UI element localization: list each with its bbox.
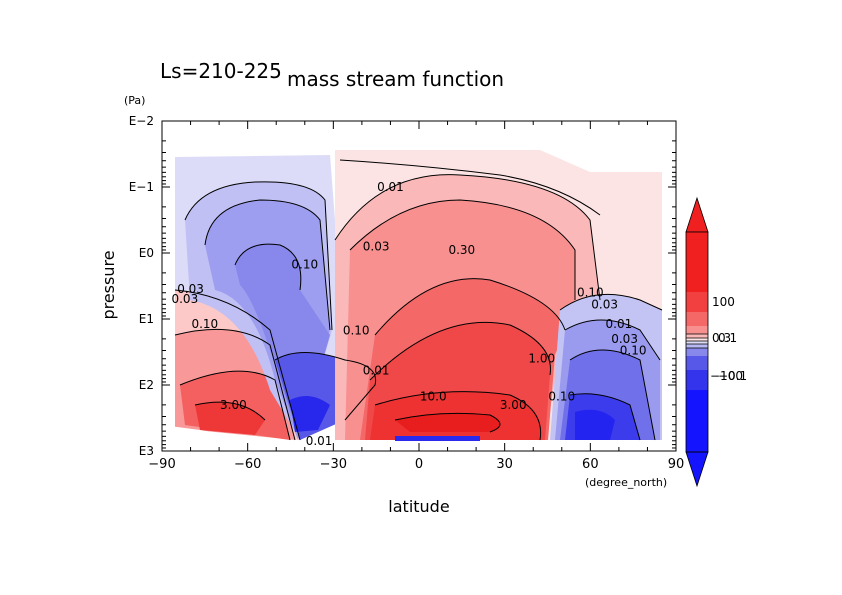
- x-tick-label: 30: [496, 457, 513, 472]
- contour-line-north-6: [394, 412, 501, 433]
- contour-value-label: 0.03: [177, 282, 204, 296]
- y-axis-label: pressure: [99, 250, 118, 319]
- y-axis: E−2 E−1 E0 E1 E2 E3: [129, 114, 676, 458]
- contour-value-label: 0.01: [363, 363, 390, 377]
- y-tick-label: E−1: [129, 180, 154, 194]
- contour-lines: [174, 159, 663, 441]
- x-tick-label: 0: [415, 457, 423, 472]
- contour-line-east-3: [569, 349, 656, 441]
- field-south-pos-max: [195, 402, 265, 435]
- contour-line-north-2: [349, 199, 576, 300]
- contour-line-south-3: [234, 243, 302, 291]
- contour-value-label: 0.03: [171, 292, 198, 306]
- contour-value-label: 0.03: [611, 332, 638, 346]
- contour-line-east-4: [569, 393, 641, 441]
- contour-value-label: 0.30: [448, 243, 475, 257]
- x-unit-label: (degree_north): [585, 476, 667, 489]
- colorbar-tick-label: −0.1: [718, 369, 747, 383]
- contour-line-east-1: [559, 293, 663, 311]
- contour-line-south-4: [174, 289, 301, 441]
- contour-value-label: 0.03: [363, 240, 390, 254]
- contour-value-label: 0.10: [291, 258, 318, 272]
- x-tick-label: −30: [320, 457, 347, 472]
- contour-value-label: 0.10: [620, 343, 647, 357]
- contour-value-label: 0.01: [377, 180, 404, 194]
- colorbar-swatch-pos-3: [686, 312, 708, 326]
- colorbar-swatch-neg-2: [686, 344, 708, 348]
- colorbar-swatch-neg-6: [686, 390, 708, 452]
- colorbar-tick-label: 100: [712, 295, 735, 309]
- x-tick-label: 90: [668, 457, 685, 472]
- colorbar-boundaries: [686, 333, 708, 349]
- x-tick-label: −90: [148, 457, 175, 472]
- contour-line-north-4: [369, 321, 551, 381]
- colorbar-swatch-neg-1: [686, 341, 708, 344]
- x-tick-label: 60: [582, 457, 599, 472]
- contour-line-south-1: [184, 181, 333, 331]
- contour-line-north-5: [374, 391, 542, 441]
- contour-line-south-6: [179, 370, 291, 441]
- y-tick-label: E0: [139, 246, 154, 260]
- colorbar-swatch-pos-2: [686, 292, 708, 312]
- contour-value-label: 0.01: [306, 434, 333, 448]
- colorbar-tick-label: −100: [710, 369, 743, 383]
- colorbar-swatch-pos-1: [686, 232, 708, 292]
- colorbar-swatch-pos-4: [686, 326, 708, 334]
- colorbar: 100 0.30.1 −0.1−100: [685, 196, 747, 488]
- y-tick-label: E−2: [129, 114, 154, 128]
- stream-function-field: [162, 121, 676, 451]
- colorbar-tick-label: 0.1: [718, 331, 737, 345]
- x-axis: −90 −60 −30 0 30 60 90: [148, 121, 684, 472]
- contour-labels: 0.100.030.030.103.000.010.010.03 0.300.10…: [171, 180, 646, 448]
- colorbar-outline: [685, 231, 709, 453]
- y-tick-label: E2: [139, 378, 154, 392]
- contour-value-label: 0.10: [343, 324, 370, 338]
- colorbar-swatch-pos-6: [686, 338, 708, 341]
- contour-line-south-8: [274, 352, 377, 421]
- contour-value-label: 0.10: [577, 286, 604, 300]
- contour-line-south-2: [204, 199, 331, 331]
- contour-line-north-7: [339, 159, 601, 216]
- colorbar-swatch-neg-4: [686, 356, 708, 370]
- contour-line-north-1: [334, 174, 601, 301]
- contour-value-label: 3.00: [220, 398, 247, 412]
- field-south-neg-5: [290, 396, 330, 432]
- y-tick-label: E3: [139, 444, 154, 458]
- chart-subtitle: Ls=210-225: [160, 59, 282, 83]
- contour-line-east-2: [564, 319, 661, 361]
- colorbar-swatch-neg-5: [686, 370, 708, 390]
- contour-value-label: 0.03: [591, 297, 618, 311]
- field-bottom-mask: [162, 425, 290, 451]
- colorbar-labels: 100 0.30.1 −0.1−100: [710, 295, 747, 383]
- contour-line-south-7: [194, 401, 266, 421]
- contour-value-label: 1.00: [528, 352, 555, 366]
- contour-value-label: 0.10: [548, 390, 575, 404]
- field-north-pos-6: [395, 413, 500, 432]
- colorbar-bottom-triangle: [685, 451, 709, 488]
- x-tick-label: −60: [234, 457, 261, 472]
- field-surface-thin: [395, 436, 480, 441]
- y-unit-label: (Pa): [124, 94, 145, 107]
- colorbar-tick-label: 0.3: [712, 331, 731, 345]
- y-tick-label: E1: [139, 312, 154, 326]
- colorbar-swatches: [686, 232, 708, 452]
- chart-title: mass stream function: [287, 67, 504, 91]
- contour-line-south-5: [174, 328, 296, 441]
- colorbar-swatch-neg-3: [686, 348, 708, 356]
- colorbar-top-triangle: [685, 196, 709, 233]
- contour-value-label: 0.01: [606, 317, 633, 331]
- contour-line-north-3: [374, 278, 566, 336]
- contour-value-label: 0.10: [191, 317, 218, 331]
- colorbar-swatch-pos-5: [686, 334, 708, 338]
- x-axis-label: latitude: [388, 497, 449, 516]
- contour-value-label: 10.0: [420, 390, 447, 404]
- field-north-neg-5: [575, 409, 615, 440]
- contour-value-label: 3.00: [500, 398, 527, 412]
